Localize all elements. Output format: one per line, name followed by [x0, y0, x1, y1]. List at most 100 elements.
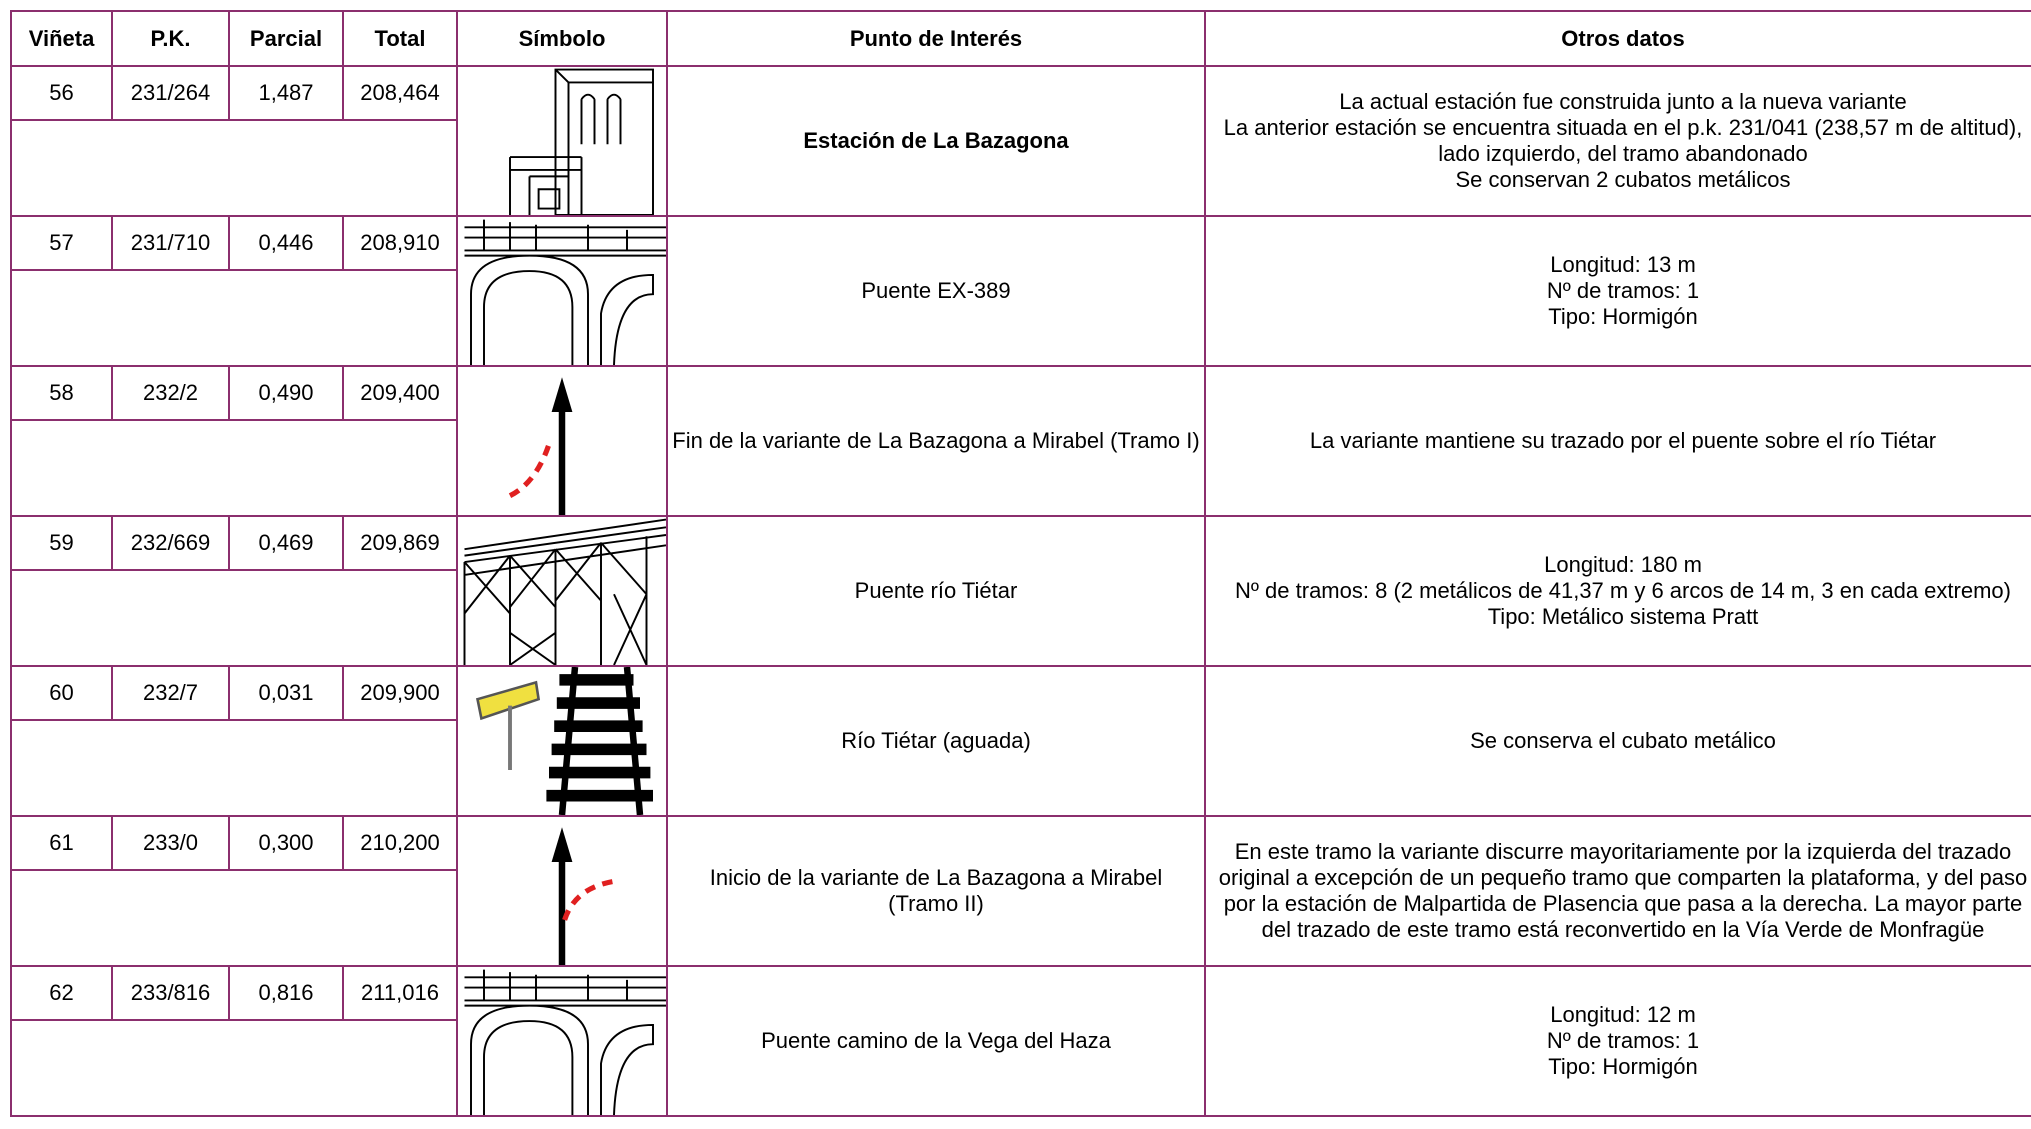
other-data-line: La anterior estación se encuentra situad… [1223, 115, 2023, 166]
pk-cell: 232/669 [111, 514, 230, 572]
vineta-cell: 56 [10, 64, 113, 122]
symbol-icon [464, 219, 666, 365]
other-data-line: Se conservan 2 cubatos metálicos [1455, 167, 1791, 192]
symbol-cell [456, 215, 668, 367]
blank-cell [10, 569, 458, 667]
point-cell: Inicio de la variante de La Bazagona a M… [666, 815, 1206, 967]
symbol-icon [475, 667, 653, 815]
row-spacer [10, 719, 2031, 817]
symbol-icon [551, 827, 615, 965]
other-data-line: La variante mantiene su trazado por el p… [1309, 428, 1937, 453]
symbol-icon [463, 518, 666, 665]
pk-cell: 231/264 [111, 64, 230, 122]
blank-cell [10, 869, 458, 967]
blank-cell [10, 1019, 458, 1117]
pk-cell: 231/710 [111, 214, 230, 272]
other-data-line: Tipo: Hormigón [1548, 1054, 1698, 1079]
parcial-cell: 0,469 [228, 514, 344, 572]
other-data-line: Tipo: Hormigón [1548, 304, 1698, 329]
row-spacer [10, 419, 2031, 517]
blank-cell [10, 119, 458, 217]
vineta-cell: 59 [10, 514, 113, 572]
blank-cell [10, 419, 458, 517]
other-data-line: Nº de tramos: 8 (2 metálicos de 41,37 m … [1235, 578, 2011, 603]
pk-cell: 233/816 [111, 964, 230, 1022]
header-cell: Símbolo [456, 10, 668, 67]
parcial-cell: 0,446 [228, 214, 344, 272]
vineta-cell: 61 [10, 814, 113, 872]
other-data-cell: La actual estación fue construida junto … [1204, 65, 2031, 217]
other-data-cell: Longitud: 13 m Nº de tramos: 1 Tipo: Hormi… [1204, 215, 2031, 367]
row: 57 231/710 0,446 208,910 Puente EX-389 Longit… [10, 214, 2031, 367]
parcial-cell: 1,487 [228, 64, 344, 122]
symbol-cell [456, 665, 668, 817]
parcial-cell: 0,031 [228, 664, 344, 722]
vineta-cell: 57 [10, 214, 113, 272]
other-data-cell: Se conserva el cubato metálico [1204, 665, 2031, 817]
symbol-cell [456, 515, 668, 667]
other-data-cell: Longitud: 180 m Nº de tramos: 8 (2 metáli… [1204, 515, 2031, 667]
blank-cell [10, 719, 458, 817]
symbol-icon [509, 68, 654, 215]
other-data-line: Nº de tramos: 1 [1546, 278, 1700, 303]
other-data-line: Longitud: 12 m [1550, 1002, 1696, 1027]
point-cell: Estación de La Bazagona [666, 65, 1206, 217]
point-cell: Puente camino de la Vega del Haza [666, 965, 1206, 1117]
symbol-cell [456, 365, 668, 517]
vineta-cell: 58 [10, 364, 113, 422]
symbol-cell [456, 65, 668, 217]
row-spacer [10, 119, 2031, 217]
itinerary-table: Viñeta P.K. Parcial Total Símbolo Punto de In… [10, 10, 2031, 1117]
blank-cell [10, 269, 458, 367]
other-data-line: Longitud: 180 m [1544, 552, 1702, 577]
other-data-line: Se conserva el cubato metálico [1470, 728, 1776, 753]
total-cell: 211,016 [342, 964, 458, 1022]
other-data-cell: La variante mantiene su trazado por el p… [1204, 365, 2031, 517]
other-data-line: Nº de tramos: 1 [1546, 1028, 1700, 1053]
header-cell: Parcial [228, 10, 344, 67]
point-cell: Fin de la variante de La Bazagona a Mira… [666, 365, 1206, 517]
row-spacer [10, 569, 2031, 667]
total-cell: 208,464 [342, 64, 458, 122]
other-data-line: La actual estación fue construida junto … [1339, 89, 1907, 114]
other-data-line: En este tramo la variante discurre mayor… [1218, 839, 2028, 942]
other-data-cell: En este tramo la variante discurre mayor… [1204, 815, 2031, 967]
other-data-line: Tipo: Metálico sistema Pratt [1487, 604, 1759, 629]
header-row: Viñeta P.K. Parcial Total Símbolo Punto de In… [10, 10, 2031, 67]
header-cell: Total [342, 10, 458, 67]
vineta-cell: 60 [10, 664, 113, 722]
total-cell: 209,400 [342, 364, 458, 422]
symbol-icon [464, 969, 666, 1115]
row-spacer [10, 1019, 2031, 1117]
pk-cell: 232/2 [111, 364, 230, 422]
row: 62 233/816 0,816 211,016 Puente camino de la… [10, 964, 2031, 1117]
pk-cell: 232/7 [111, 664, 230, 722]
row-spacer [10, 869, 2031, 967]
symbol-icon [508, 377, 573, 515]
total-cell: 209,869 [342, 514, 458, 572]
vineta-cell: 62 [10, 964, 113, 1022]
total-cell: 209,900 [342, 664, 458, 722]
parcial-cell: 0,300 [228, 814, 344, 872]
parcial-cell: 0,490 [228, 364, 344, 422]
table-body: 56 231/264 1,487 208,464 Estación de La Baza… [10, 64, 2031, 1117]
header-cell: Viñeta [10, 10, 113, 67]
total-cell: 208,910 [342, 214, 458, 272]
row: 56 231/264 1,487 208,464 Estación de La Baza… [10, 64, 2031, 217]
header-cell: P.K. [111, 10, 230, 67]
total-cell: 210,200 [342, 814, 458, 872]
point-cell: Puente río Tiétar [666, 515, 1206, 667]
other-data-line: Longitud: 13 m [1550, 252, 1696, 277]
row-spacer [10, 269, 2031, 367]
header-cell: Punto de Interés [666, 10, 1206, 67]
row: 61 233/0 0,300 210,200 Inicio de la variante… [10, 814, 2031, 967]
header-cell: Otros datos [1204, 10, 2031, 67]
parcial-cell: 0,816 [228, 964, 344, 1022]
row: 60 232/7 0,031 209,900 Río Tiétar (aguada) Se… [10, 664, 2031, 817]
row: 58 232/2 0,490 209,400 Fin de la variante de… [10, 364, 2031, 517]
point-cell: Río Tiétar (aguada) [666, 665, 1206, 817]
pk-cell: 233/0 [111, 814, 230, 872]
point-cell: Puente EX-389 [666, 215, 1206, 367]
other-data-cell: Longitud: 12 m Nº de tramos: 1 Tipo: Hormi… [1204, 965, 2031, 1117]
